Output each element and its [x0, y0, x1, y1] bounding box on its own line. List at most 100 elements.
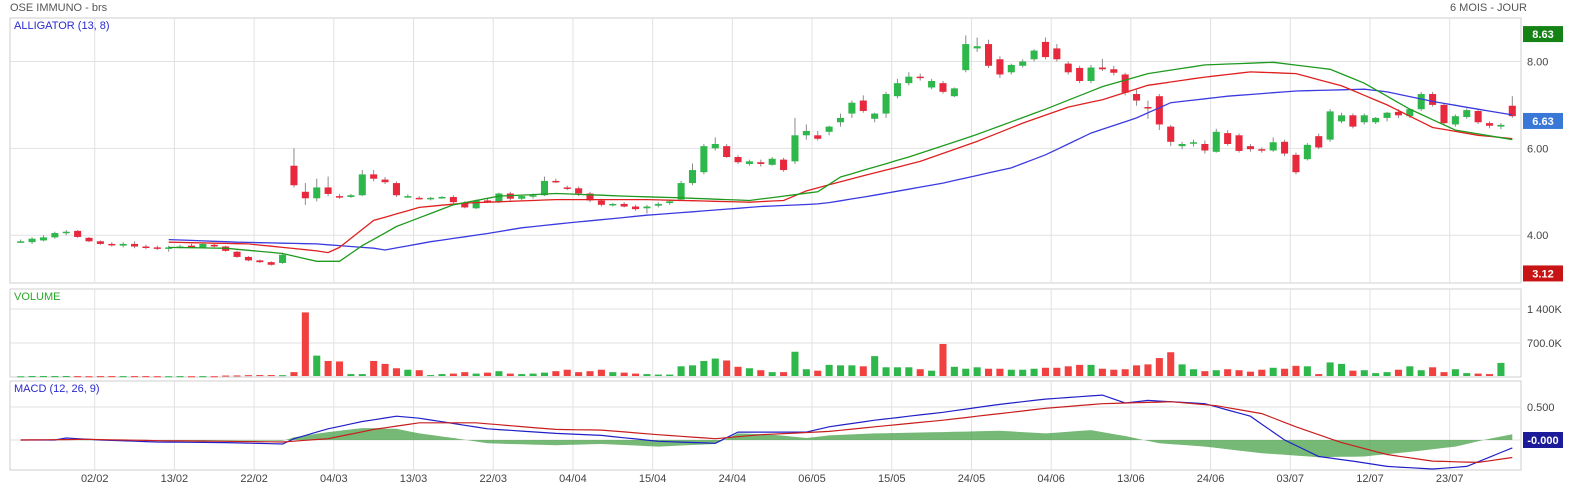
- candle-body: [745, 161, 753, 164]
- volume-bar: [848, 365, 856, 376]
- volume-bar: [62, 376, 70, 378]
- candle-body: [62, 231, 70, 234]
- candle-body: [119, 243, 127, 246]
- candle-body: [153, 247, 161, 249]
- candle-body: [939, 83, 947, 92]
- volume-bar: [1337, 363, 1346, 376]
- price-last-badge: 6.63: [1532, 116, 1553, 128]
- volume-bar: [586, 371, 594, 376]
- candle-body: [96, 241, 104, 244]
- candle-body: [916, 76, 924, 79]
- volume-bar: [233, 375, 241, 377]
- candle-body: [1121, 74, 1129, 93]
- volume-bar: [882, 367, 890, 376]
- candle-body: [335, 196, 344, 198]
- candle-body: [734, 157, 742, 163]
- volume-bar: [985, 368, 993, 376]
- candle-body: [1269, 142, 1277, 151]
- volume-bar: [1212, 370, 1220, 376]
- volume-y-tick-label: 1 400K: [1527, 304, 1563, 316]
- candle-body: [802, 130, 810, 136]
- candle-body: [1019, 61, 1027, 66]
- candle-body: [438, 196, 446, 199]
- volume-bar: [700, 360, 708, 376]
- volume-bar: [859, 366, 867, 376]
- volume-bar: [893, 367, 901, 376]
- macd-badge: -0.000: [1527, 435, 1558, 447]
- candle-body: [1053, 48, 1061, 60]
- volume-bar: [1372, 373, 1380, 376]
- volume-bar: [131, 376, 139, 378]
- candle-body: [1098, 67, 1106, 70]
- macd-histogram: [20, 428, 1513, 458]
- volume-bar: [1133, 365, 1141, 376]
- volume-bar: [484, 372, 492, 376]
- volume-bar: [552, 371, 560, 376]
- candle-body: [1474, 110, 1482, 123]
- candle-body: [620, 203, 628, 207]
- price-panel-title: ALLIGATOR (13, 8): [14, 20, 110, 32]
- volume-bar: [1041, 367, 1049, 376]
- candle-body: [814, 135, 822, 139]
- x-tick-label: 13/06: [1117, 473, 1145, 485]
- candle-body: [757, 162, 765, 164]
- volume-bar: [1349, 370, 1357, 376]
- candle-body: [1167, 126, 1175, 142]
- price-high-badge: 8.63: [1532, 29, 1553, 41]
- volume-bar: [199, 376, 207, 378]
- volume-bar: [1224, 369, 1232, 376]
- volume-bar: [449, 373, 457, 376]
- volume-bar: [1235, 370, 1243, 376]
- candle-body: [768, 158, 776, 165]
- candle-body: [1383, 112, 1391, 118]
- candle-body: [17, 241, 25, 243]
- candle-body: [1144, 107, 1152, 109]
- x-tick-label: 23/07: [1436, 473, 1464, 485]
- volume-bar: [1246, 371, 1254, 376]
- volume-bar: [1178, 364, 1186, 376]
- volume-bar: [1155, 358, 1163, 376]
- candle-body: [1303, 144, 1311, 160]
- volume-bar: [620, 372, 628, 376]
- candle-body: [381, 179, 389, 183]
- candle-body: [244, 256, 252, 261]
- candle-body: [449, 196, 457, 203]
- candle-body: [370, 174, 378, 179]
- candle-body: [677, 183, 685, 200]
- volume-bar: [1451, 369, 1459, 376]
- candle-body: [39, 237, 47, 241]
- candle-body: [654, 203, 662, 206]
- candle-body: [347, 195, 355, 197]
- candle-body: [632, 206, 640, 210]
- price-high-badge-bg: [1523, 26, 1563, 43]
- candle-body: [404, 196, 412, 198]
- candle-body: [1349, 115, 1357, 127]
- volume-bar: [1110, 369, 1118, 376]
- candle-body: [1463, 110, 1471, 118]
- candle-body: [1041, 41, 1049, 58]
- volume-bar: [518, 374, 526, 376]
- volume-bar: [950, 366, 958, 376]
- candle-body: [1110, 69, 1118, 73]
- candle-body: [324, 187, 332, 194]
- volume-bar: [632, 373, 640, 376]
- volume-bar: [244, 375, 252, 377]
- panel-frame-1: [9, 288, 1522, 378]
- volume-bar: [745, 368, 753, 376]
- candle-body: [199, 243, 207, 248]
- macd-badge-bg: [1523, 432, 1563, 448]
- x-tick-label: 13/03: [400, 473, 428, 485]
- volume-bar: [506, 373, 514, 376]
- candle-body: [1337, 115, 1346, 122]
- volume-bar: [768, 372, 776, 376]
- candle-body: [540, 180, 548, 196]
- x-tick-label: 15/05: [878, 473, 906, 485]
- candle-body: [1360, 115, 1368, 123]
- volume-bar: [108, 376, 116, 378]
- candle-body: [871, 113, 879, 119]
- candle-body: [962, 44, 970, 71]
- volume-bar: [757, 370, 765, 376]
- volume-bar: [905, 367, 913, 376]
- volume-bar: [871, 356, 879, 376]
- candle-body: [688, 170, 697, 184]
